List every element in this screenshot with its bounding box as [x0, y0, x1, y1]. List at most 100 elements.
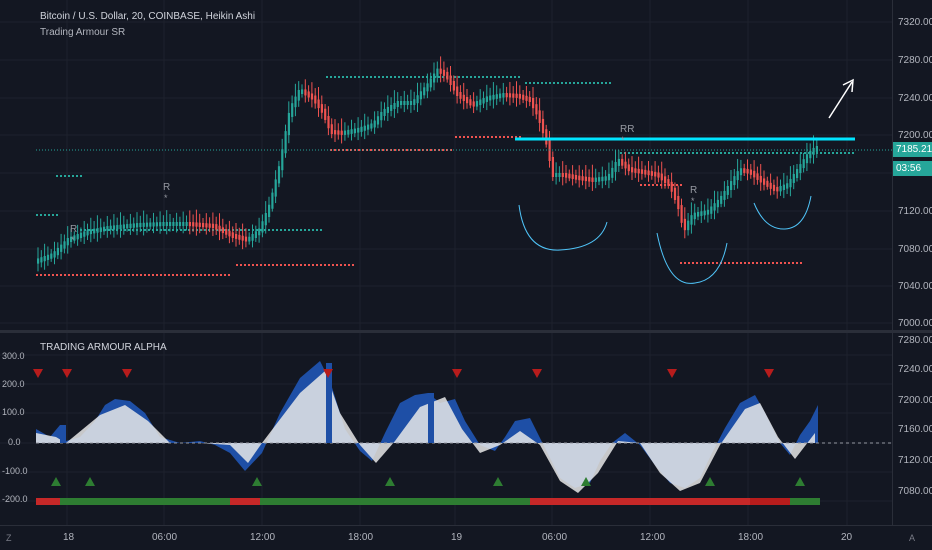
sr-dot: [112, 274, 114, 276]
candle-body: [327, 116, 330, 129]
sr-dot: [537, 82, 539, 84]
sr-dot: [96, 274, 98, 276]
sr-mark-label: RR: [620, 124, 634, 135]
sr-dot: [455, 136, 457, 138]
sr-dot: [474, 76, 476, 78]
sr-dot: [216, 274, 218, 276]
sr-dot: [382, 149, 384, 151]
sr-dot: [541, 82, 543, 84]
sr-dot: [296, 264, 298, 266]
sr-dot: [140, 274, 142, 276]
sr-dot: [700, 262, 702, 264]
sr-dot: [354, 76, 356, 78]
sr-dot: [334, 76, 336, 78]
indicator-axis[interactable]: 7280.00 7240.00 7200.00 7160.00 7120.00 …: [892, 333, 932, 525]
sr-dot: [300, 264, 302, 266]
trend-segment: [260, 498, 530, 505]
sr-dot: [692, 152, 694, 154]
sell-signal-icon: [452, 369, 462, 378]
time-axis[interactable]: Z 18 06:00 12:00 18:00 19 06:00 12:00 18…: [0, 525, 932, 550]
sr-dot: [712, 262, 714, 264]
candle-body: [142, 222, 145, 227]
candle-body: [235, 234, 238, 239]
candle-body: [680, 205, 683, 223]
sr-dot: [808, 152, 810, 154]
sr-dot: [490, 76, 492, 78]
candle-body: [400, 101, 403, 105]
sr-dot: [495, 136, 497, 138]
oscillator-slab: [60, 425, 66, 443]
candle-body: [277, 166, 281, 184]
sr-dot: [549, 82, 551, 84]
candle-body: [677, 196, 680, 210]
price-axis[interactable]: 7320.00 7280.00 7240.00 7200.00 7 7120.0…: [892, 0, 932, 330]
sr-dot: [56, 274, 58, 276]
candle-body: [789, 178, 792, 188]
candle-body: [50, 253, 53, 259]
study-title[interactable]: Trading Armour SR: [40, 27, 126, 38]
candle-body: [650, 171, 653, 176]
sr-dot: [164, 229, 166, 231]
sr-dot: [804, 152, 806, 154]
candle-body: [221, 227, 224, 234]
trend-segment: [36, 498, 60, 505]
pane-separator[interactable]: [0, 330, 932, 333]
sr-dot: [268, 229, 270, 231]
sr-dot: [410, 76, 412, 78]
sr-dot: [316, 264, 318, 266]
indicator-pane[interactable]: 300.0 200.0 100.0 0.0 -100.0 -200.0 TRAD…: [0, 333, 932, 525]
sr-dot: [752, 262, 754, 264]
sr-dot: [124, 229, 126, 231]
sr-dot: [56, 214, 58, 216]
sr-dot: [350, 76, 352, 78]
candle-body: [710, 206, 713, 214]
sr-dot: [244, 229, 246, 231]
sr-mark-star: *: [71, 235, 75, 245]
candle-body: [687, 220, 690, 231]
symbol-title[interactable]: Bitcoin / U.S. Dollar, 20, COINBASE, Hei…: [40, 11, 256, 22]
zoom-icon[interactable]: Z: [6, 533, 12, 543]
candle-body: [469, 99, 472, 106]
candle-body: [225, 229, 228, 235]
trend-bar: [36, 498, 820, 505]
sr-dot: [772, 152, 774, 154]
sr-dot: [236, 264, 238, 266]
sr-dot: [704, 152, 706, 154]
auto-scale-icon[interactable]: A: [909, 533, 916, 543]
candle-body: [218, 225, 221, 232]
candle-body: [334, 130, 337, 135]
sr-mark-star: *: [164, 193, 168, 203]
candle-body: [294, 96, 297, 108]
candle-body: [79, 232, 83, 239]
candle-body: [627, 164, 630, 172]
sr-dot: [462, 76, 464, 78]
sr-dot: [64, 175, 66, 177]
candle-body: [185, 222, 188, 226]
candle-body: [132, 223, 135, 228]
sr-dot: [108, 274, 110, 276]
candle-body: [63, 241, 66, 249]
sr-dot: [40, 214, 42, 216]
sr-dot: [640, 184, 642, 186]
sr-marks: R*R*R*RR*: [70, 124, 697, 245]
indicator-title[interactable]: TRADING ARMOUR ALPHA: [40, 342, 167, 353]
candle-body: [716, 199, 719, 208]
time-label: 06:00: [542, 532, 568, 543]
sr-dot: [328, 264, 330, 266]
sr-dot: [48, 214, 50, 216]
candle-body: [76, 234, 79, 240]
candle-body: [604, 176, 607, 181]
sr-dot: [200, 229, 202, 231]
candle-body: [258, 228, 261, 236]
trend-segment: [530, 498, 750, 505]
candle-body: [799, 164, 802, 174]
price-label: 7320.00: [898, 17, 932, 28]
indicator-canvas[interactable]: [0, 333, 892, 525]
candle-body: [508, 93, 512, 98]
price-chart-pane[interactable]: R * R * R * RR * Bitcoin / U.S. Dollar, 20, COI…: [0, 0, 932, 330]
price-chart-canvas[interactable]: R*R*R*RR*: [0, 0, 892, 330]
sr-dot: [192, 274, 194, 276]
candle-body: [264, 213, 267, 226]
sr-dot: [796, 262, 798, 264]
time-label: 12:00: [640, 532, 666, 543]
